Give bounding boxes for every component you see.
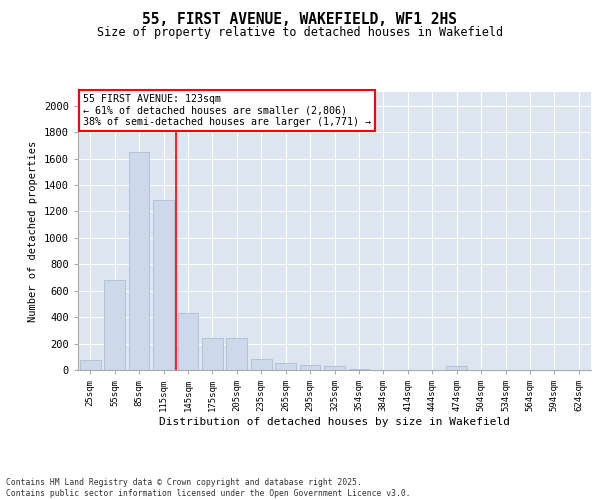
Text: 55 FIRST AVENUE: 123sqm
← 61% of detached houses are smaller (2,806)
38% of semi: 55 FIRST AVENUE: 123sqm ← 61% of detache… (83, 94, 371, 127)
Bar (349, 368, 370, 370)
X-axis label: Distribution of detached houses by size in Wakefield: Distribution of detached houses by size … (159, 417, 510, 427)
Bar (251, 360, 272, 370)
Text: 55, FIRST AVENUE, WAKEFIELD, WF1 2HS: 55, FIRST AVENUE, WAKEFIELD, WF1 2HS (143, 12, 458, 28)
Bar (153, 200, 174, 370)
Bar (275, 362, 296, 370)
Bar (104, 280, 125, 370)
Bar (202, 338, 223, 370)
Bar (226, 338, 247, 370)
Bar (178, 313, 199, 370)
Y-axis label: Number of detached properties: Number of detached properties (28, 140, 38, 322)
Text: Contains HM Land Registry data © Crown copyright and database right 2025.
Contai: Contains HM Land Registry data © Crown c… (6, 478, 410, 498)
Bar (299, 364, 320, 370)
Text: Size of property relative to detached houses in Wakefield: Size of property relative to detached ho… (97, 26, 503, 39)
Bar (128, 152, 149, 370)
Bar (80, 360, 101, 370)
Bar (446, 366, 467, 370)
Bar (324, 366, 345, 370)
